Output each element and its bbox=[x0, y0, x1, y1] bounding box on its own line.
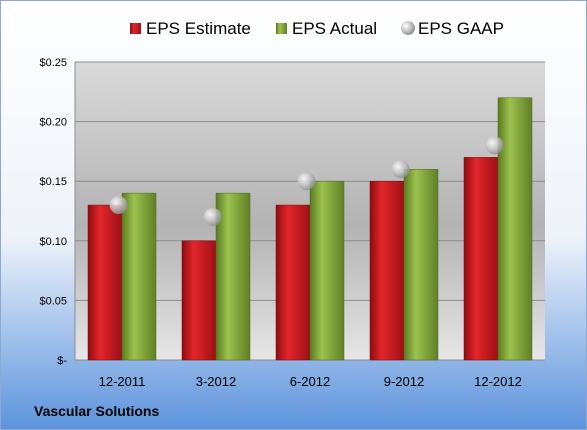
bar-eps-actual bbox=[215, 192, 251, 361]
bar-eps-estimate bbox=[369, 180, 405, 361]
bar-eps-estimate bbox=[275, 204, 311, 361]
x-tick-label: 12-2012 bbox=[474, 374, 522, 389]
marker-eps-gaap bbox=[109, 196, 128, 215]
legend: EPS Estimate EPS Actual EPS GAAP bbox=[130, 19, 504, 38]
bar-eps-actual bbox=[121, 192, 157, 361]
bar-eps-estimate bbox=[87, 204, 123, 361]
x-tick-label: 9-2012 bbox=[384, 374, 424, 389]
y-tick-label: $0.05 bbox=[39, 295, 67, 307]
marker-eps-gaap bbox=[485, 136, 504, 155]
legend-swatch bbox=[276, 23, 287, 34]
bar-eps-estimate bbox=[463, 157, 499, 361]
legend-label: EPS Actual bbox=[292, 19, 377, 38]
y-tick-label: $0.10 bbox=[39, 236, 67, 248]
company-name: Vascular Solutions bbox=[34, 403, 159, 419]
x-tick-label: 6-2012 bbox=[290, 374, 330, 389]
legend-swatch bbox=[130, 23, 141, 34]
marker-eps-gaap bbox=[297, 172, 316, 191]
y-tick-label: $0.15 bbox=[39, 176, 67, 188]
bar-eps-actual bbox=[403, 169, 439, 361]
y-tick-label: $0.20 bbox=[39, 117, 67, 129]
legend-marker bbox=[401, 21, 415, 35]
bar-eps-actual bbox=[309, 180, 345, 361]
x-tick-label: 12-2011 bbox=[99, 374, 146, 389]
marker-eps-gaap bbox=[203, 207, 222, 226]
bar-eps-actual bbox=[497, 97, 533, 361]
y-tick-label: $- bbox=[57, 355, 67, 367]
bar-eps-estimate bbox=[181, 240, 217, 361]
bars bbox=[87, 97, 533, 361]
x-tick-label: 3-2012 bbox=[196, 374, 236, 389]
legend-label: EPS Estimate bbox=[146, 19, 251, 38]
legend-label: EPS GAAP bbox=[418, 19, 504, 38]
gaap-markers bbox=[109, 136, 504, 226]
x-axis-ticks: 12-2011 3-2012 6-2012 9-2012 12-2012 bbox=[99, 374, 522, 389]
y-axis-ticks: $- $0.05 $0.10 $0.15 $0.20 $0.25 bbox=[39, 57, 67, 367]
y-tick-label: $0.25 bbox=[39, 57, 67, 69]
marker-eps-gaap bbox=[391, 160, 410, 179]
